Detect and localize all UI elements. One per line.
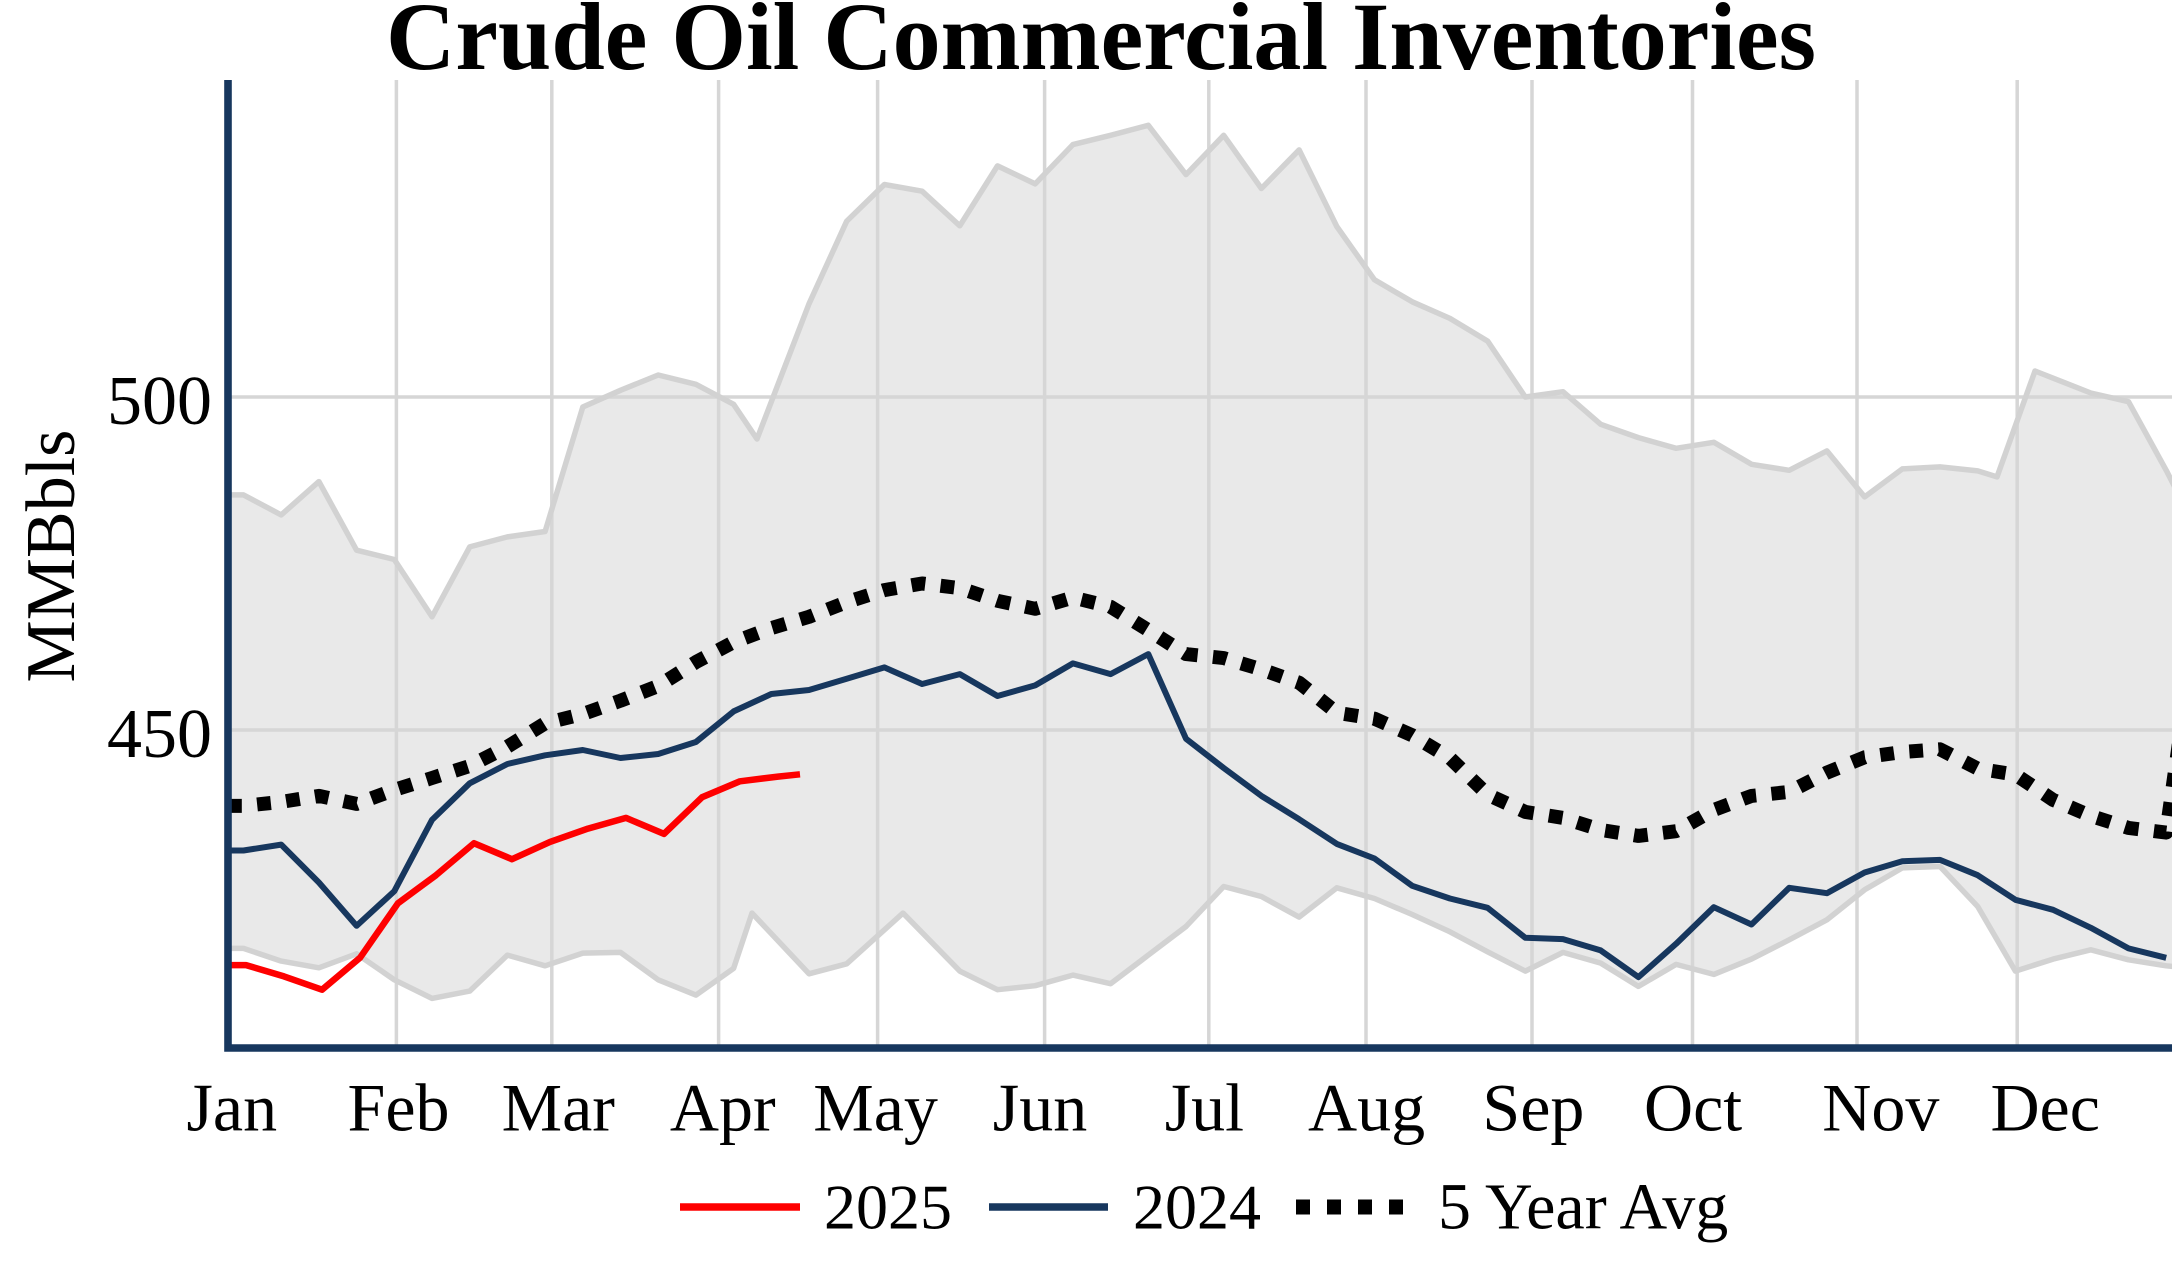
svg-text:5 Year Avg: 5 Year Avg	[1438, 1171, 1728, 1244]
svg-text:Jan: Jan	[186, 1070, 277, 1146]
svg-text:2024: 2024	[1133, 1172, 1261, 1243]
svg-text:Jul: Jul	[1165, 1070, 1244, 1146]
svg-text:Oct: Oct	[1644, 1070, 1742, 1146]
svg-text:Aug: Aug	[1308, 1070, 1425, 1146]
svg-text:450: 450	[107, 696, 212, 773]
svg-text:Nov: Nov	[1822, 1070, 1939, 1146]
svg-text:MMBbls: MMBbls	[13, 430, 90, 683]
svg-text:May: May	[813, 1070, 938, 1146]
svg-text:Dec: Dec	[1990, 1070, 2099, 1146]
svg-text:Mar: Mar	[502, 1070, 616, 1146]
svg-text:Sep: Sep	[1482, 1070, 1584, 1146]
svg-text:500: 500	[107, 363, 212, 440]
svg-text:Feb: Feb	[348, 1070, 450, 1146]
svg-text:Crude Oil Commercial Inventori: Crude Oil Commercial Inventories	[386, 0, 1816, 90]
svg-text:Jun: Jun	[993, 1070, 1087, 1146]
svg-text:2025: 2025	[824, 1172, 952, 1243]
svg-text:Apr: Apr	[670, 1070, 776, 1146]
